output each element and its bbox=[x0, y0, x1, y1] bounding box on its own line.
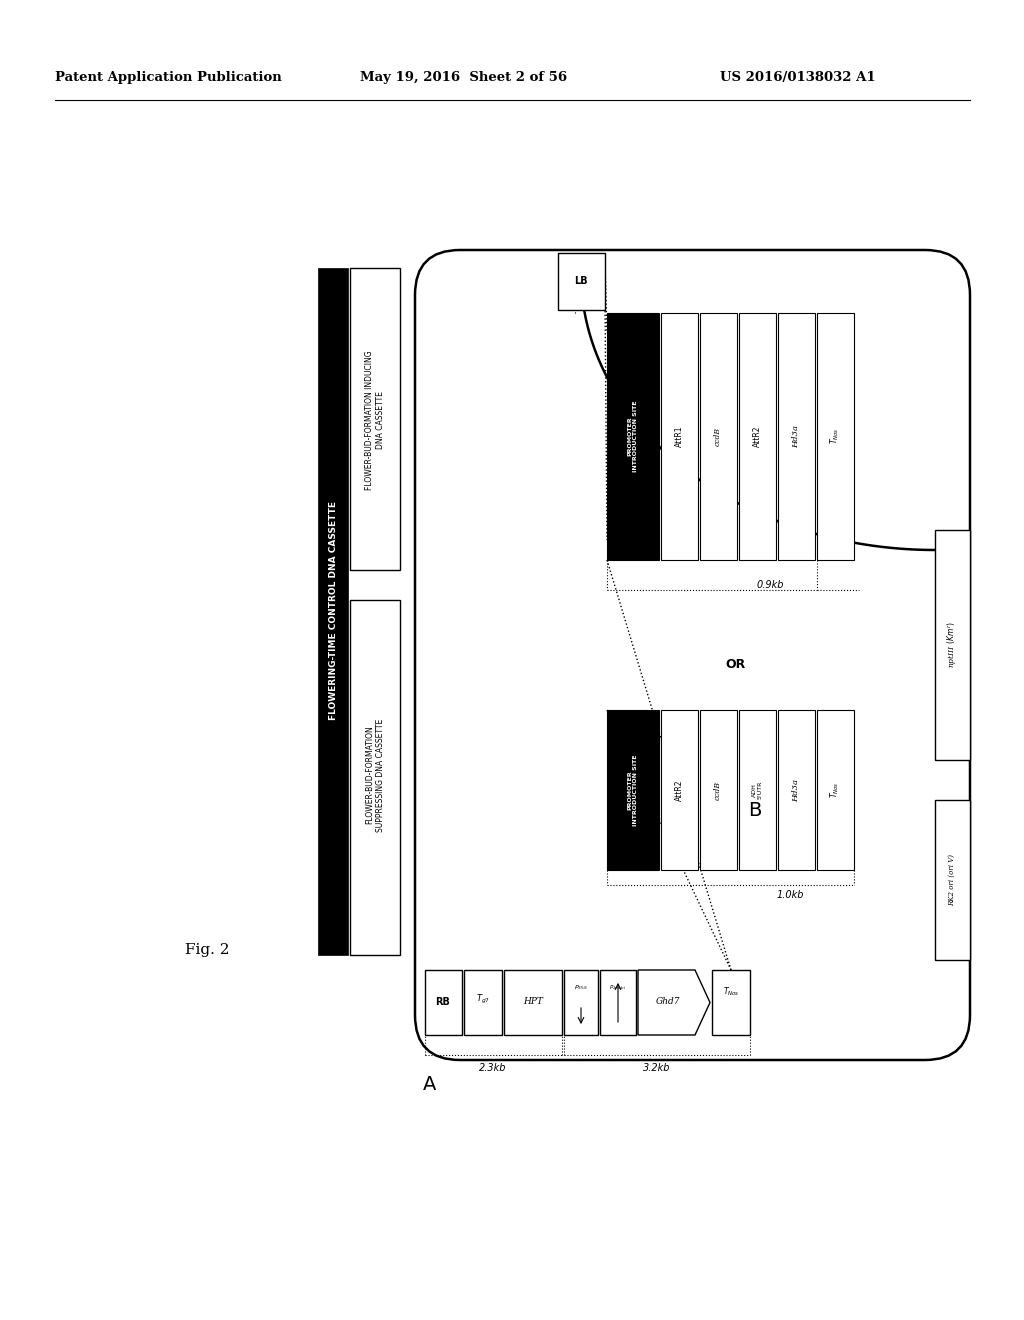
Polygon shape bbox=[638, 970, 710, 1035]
Text: $T_{g7}$: $T_{g7}$ bbox=[476, 993, 490, 1006]
Text: PROMOTER
INTRODUCTION SITE: PROMOTER INTRODUCTION SITE bbox=[628, 754, 638, 826]
Bar bbox=[739, 710, 776, 870]
Bar bbox=[778, 313, 815, 560]
Bar bbox=[739, 313, 776, 560]
Bar bbox=[817, 710, 854, 870]
Bar bbox=[425, 970, 462, 1035]
Bar bbox=[700, 313, 737, 560]
Text: AttR1: AttR1 bbox=[675, 425, 683, 446]
Text: Hd3a: Hd3a bbox=[792, 425, 800, 447]
Text: US 2016/0138032 A1: US 2016/0138032 A1 bbox=[720, 71, 876, 84]
Bar bbox=[778, 710, 815, 870]
Text: LB: LB bbox=[574, 276, 588, 286]
Text: Ghd7: Ghd7 bbox=[655, 998, 680, 1006]
Bar bbox=[662, 313, 698, 560]
Text: May 19, 2016  Sheet 2 of 56: May 19, 2016 Sheet 2 of 56 bbox=[360, 71, 567, 84]
Text: Hd3a: Hd3a bbox=[792, 779, 800, 801]
Bar bbox=[350, 601, 400, 954]
Text: 0.9kb: 0.9kb bbox=[757, 579, 783, 590]
Text: AttR2: AttR2 bbox=[675, 779, 683, 801]
Bar bbox=[558, 253, 605, 310]
Bar bbox=[350, 268, 400, 570]
Text: B: B bbox=[749, 800, 762, 820]
Bar bbox=[700, 710, 737, 870]
Bar bbox=[600, 970, 636, 1035]
Bar bbox=[318, 268, 348, 954]
Text: A: A bbox=[423, 1076, 436, 1094]
Text: 1.0kb: 1.0kb bbox=[776, 890, 804, 900]
Text: $T_{Nos}$: $T_{Nos}$ bbox=[828, 781, 842, 799]
Text: nptIII $(Km^r)$: nptIII $(Km^r)$ bbox=[945, 622, 958, 668]
Text: $P_{2mubi}$: $P_{2mubi}$ bbox=[609, 983, 627, 993]
Text: ADH
5'UTR: ADH 5'UTR bbox=[752, 781, 762, 799]
Bar bbox=[662, 710, 698, 870]
Text: Fig. 2: Fig. 2 bbox=[185, 942, 229, 957]
Text: OR: OR bbox=[725, 659, 745, 672]
Text: $P_{35S}$: $P_{35S}$ bbox=[574, 983, 588, 993]
Text: HPT: HPT bbox=[523, 998, 543, 1006]
Text: FLOWER-BUD-FORMATION INDUCING
DNA CASSETTE: FLOWER-BUD-FORMATION INDUCING DNA CASSET… bbox=[366, 350, 385, 490]
Text: PROMOTER
INTRODUCTION SITE: PROMOTER INTRODUCTION SITE bbox=[628, 400, 638, 471]
Text: ccdB: ccdB bbox=[714, 780, 722, 800]
Text: FLOWERING-TIME CONTROL DNA CASSETTE: FLOWERING-TIME CONTROL DNA CASSETTE bbox=[329, 500, 338, 719]
Text: AttR2: AttR2 bbox=[753, 425, 762, 446]
Text: 3.2kb: 3.2kb bbox=[643, 1063, 671, 1073]
Bar bbox=[935, 800, 970, 960]
Text: $T_{Nos}$: $T_{Nos}$ bbox=[828, 428, 842, 445]
Text: FLOWER-BUD-FORMATION
SUPPRESSING DNA CASSETTE: FLOWER-BUD-FORMATION SUPPRESSING DNA CAS… bbox=[366, 718, 385, 832]
Bar bbox=[607, 710, 659, 870]
Text: Patent Application Publication: Patent Application Publication bbox=[55, 71, 282, 84]
Bar bbox=[607, 313, 659, 560]
Bar bbox=[564, 970, 598, 1035]
Bar bbox=[464, 970, 502, 1035]
Text: RK2 ori (ori V): RK2 ori (ori V) bbox=[948, 854, 956, 906]
Bar bbox=[504, 970, 562, 1035]
Text: $T_{Nos}$: $T_{Nos}$ bbox=[723, 986, 739, 998]
Text: 2.3kb: 2.3kb bbox=[479, 1063, 507, 1073]
Text: RB: RB bbox=[435, 997, 451, 1007]
Bar bbox=[935, 531, 970, 760]
Bar bbox=[712, 970, 750, 1035]
Bar bbox=[817, 313, 854, 560]
Text: ccdB: ccdB bbox=[714, 426, 722, 446]
